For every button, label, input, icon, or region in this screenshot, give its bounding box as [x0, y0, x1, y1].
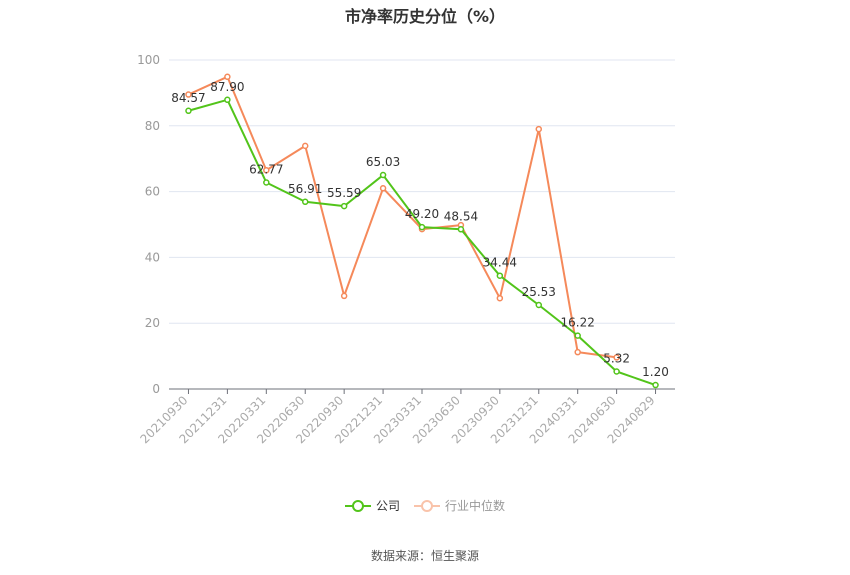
data-point[interactable]: [574, 332, 581, 339]
data-point[interactable]: [263, 179, 270, 186]
data-label: 5.32: [603, 351, 630, 365]
chart-title: 市净率历史分位（%）: [344, 7, 506, 26]
y-tick-label: 0: [152, 382, 160, 396]
data-point[interactable]: [535, 125, 543, 133]
data-point[interactable]: [301, 198, 309, 206]
data-point[interactable]: [263, 166, 270, 174]
legend-label-industry-median: 行业中位数: [445, 499, 506, 513]
line-chart: 0 20 40 60 80 100 202109302021123120220331202…: [137, 53, 675, 446]
data-point[interactable]: [340, 292, 348, 300]
company-line: [188, 98, 656, 386]
industry-median-line: [188, 75, 617, 359]
data-point[interactable]: [379, 185, 387, 192]
data-point[interactable]: [301, 142, 309, 150]
data-labels: 84.57 87.90 62.77 56.91 55.59 65.03 49.20 48.54…: [171, 80, 669, 379]
data-label: 84.57: [171, 91, 205, 105]
data-point[interactable]: [496, 294, 504, 302]
data-point[interactable]: [613, 368, 620, 375]
data-point[interactable]: [457, 226, 465, 233]
y-axis: 0 20 40 60 80 100: [137, 53, 160, 396]
data-label: 87.90: [210, 80, 244, 94]
data-label: 48.54: [444, 209, 478, 223]
data-point[interactable]: [574, 348, 581, 356]
data-label: 62.77: [249, 162, 283, 176]
legend-item-industry-median[interactable]: 行业中位数: [414, 497, 505, 514]
data-point[interactable]: [340, 202, 348, 210]
data-label: 56.91: [288, 182, 322, 196]
series-lines: [185, 73, 659, 389]
y-tick-label: 80: [145, 119, 160, 133]
legend-line-circle-icon: [344, 499, 371, 512]
legend-label-company: 公司: [375, 499, 400, 513]
grid-lines: [169, 59, 675, 324]
data-label: 25.53: [522, 285, 556, 299]
data-label: 16.22: [561, 316, 595, 330]
data-source: 数据来源：恒生聚源: [370, 549, 479, 563]
legend-item-company[interactable]: 公司: [344, 497, 400, 514]
y-tick-label: 100: [137, 53, 160, 67]
data-label: 65.03: [366, 155, 400, 169]
data-point[interactable]: [185, 107, 192, 115]
y-tick-label: 40: [145, 250, 160, 264]
data-point[interactable]: [496, 272, 504, 279]
data-point[interactable]: [224, 96, 231, 104]
legend: 公司 行业中位数: [0, 497, 850, 514]
data-point[interactable]: [418, 223, 426, 231]
y-tick-label: 20: [145, 316, 160, 330]
data-point[interactable]: [652, 381, 659, 389]
legend-line-circle-icon: [414, 499, 440, 512]
data-label: 49.20: [405, 207, 439, 221]
x-axis: 2021093020211231202203312022063020220930…: [137, 388, 675, 446]
data-point[interactable]: [613, 354, 620, 361]
data-label: 34.44: [483, 256, 517, 270]
data-point[interactable]: [379, 171, 387, 179]
data-label: 1.20: [642, 365, 669, 379]
data-point[interactable]: [224, 73, 231, 81]
data-label: 55.59: [327, 186, 361, 200]
data-point[interactable]: [185, 91, 192, 98]
data-point[interactable]: [535, 301, 543, 309]
y-tick-label: 60: [145, 185, 160, 199]
